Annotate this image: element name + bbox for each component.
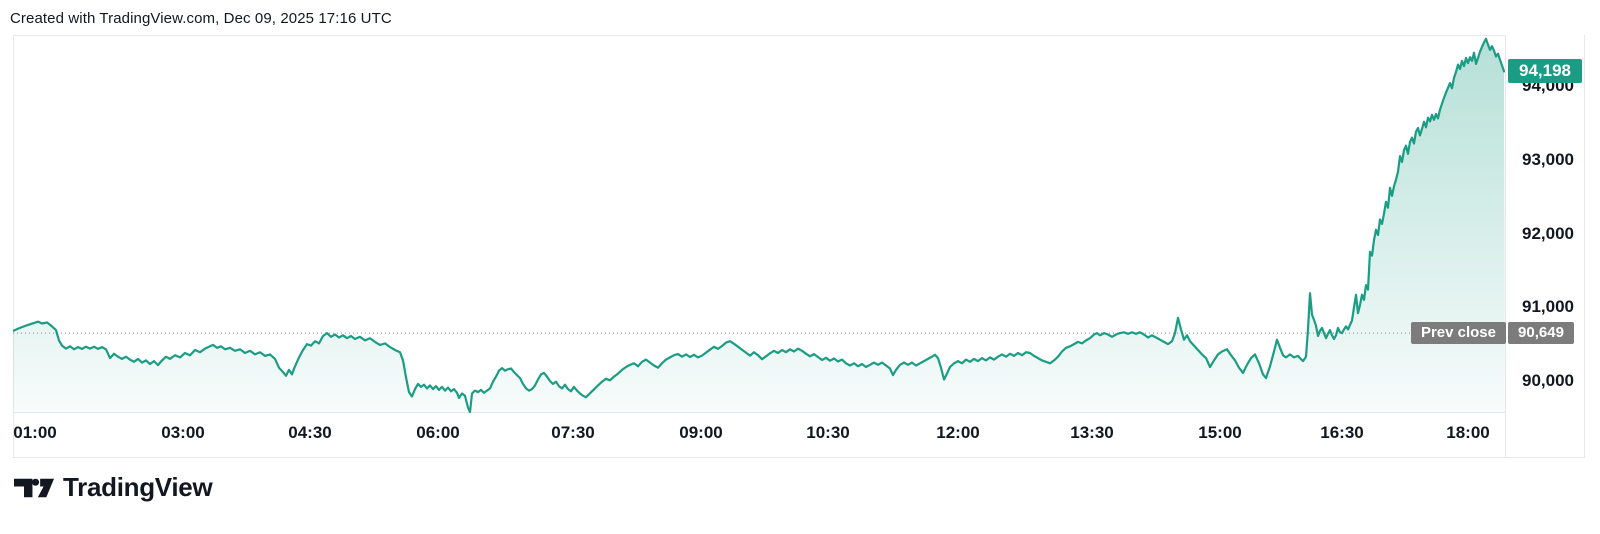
time-axis-tick-label: 04:30 (288, 423, 332, 442)
prev-close-label: Prev close (1410, 322, 1506, 345)
series-fill (13, 38, 1505, 413)
tradingview-logo-text: TradingView (63, 472, 213, 502)
chart-right-border (1584, 35, 1585, 458)
price-axis-separator (1505, 35, 1506, 458)
chart-bottom-border (13, 457, 1585, 458)
last-price-badge: 94,198 (1508, 59, 1582, 84)
price-axis-tick-label: 91,000 (1522, 297, 1574, 317)
time-axis-tick-label: 07:30 (551, 423, 595, 442)
prev-close-value-badge: 90,649 (1508, 322, 1574, 345)
time-axis-tick-label: 13:30 (1070, 423, 1114, 442)
time-axis-tick-label: 16:30 (1320, 423, 1364, 442)
time-axis-tick-label: 03:00 (161, 423, 205, 442)
time-axis-tick-label: 15:00 (1198, 423, 1242, 442)
chart-plot-area[interactable] (13, 35, 1505, 413)
price-axis-tick-label: 93,000 (1522, 149, 1574, 169)
plot-top-border (13, 35, 1505, 36)
series-line (13, 37, 1505, 413)
tradingview-logo[interactable]: TradingView (14, 472, 213, 503)
time-axis-tick-label: 18:00 (1446, 423, 1490, 442)
time-axis-tick-label: 09:00 (679, 423, 723, 442)
price-axis-tick-label: 90,000 (1522, 371, 1574, 390)
plot-left-border (13, 35, 14, 458)
time-axis-tick-label: 06:00 (416, 423, 460, 442)
credit-text: Created with TradingView.com, Dec 09, 20… (10, 10, 392, 27)
time-axis-tick-label: 10:30 (806, 423, 850, 442)
price-axis-tick-label: 92,000 (1522, 223, 1574, 243)
tradingview-mark-icon (14, 478, 54, 497)
price-series-area-chart (13, 37, 1505, 413)
time-axis-tick-label: 12:00 (936, 423, 980, 442)
time-axis-tick-label: 01:00 (13, 423, 57, 442)
